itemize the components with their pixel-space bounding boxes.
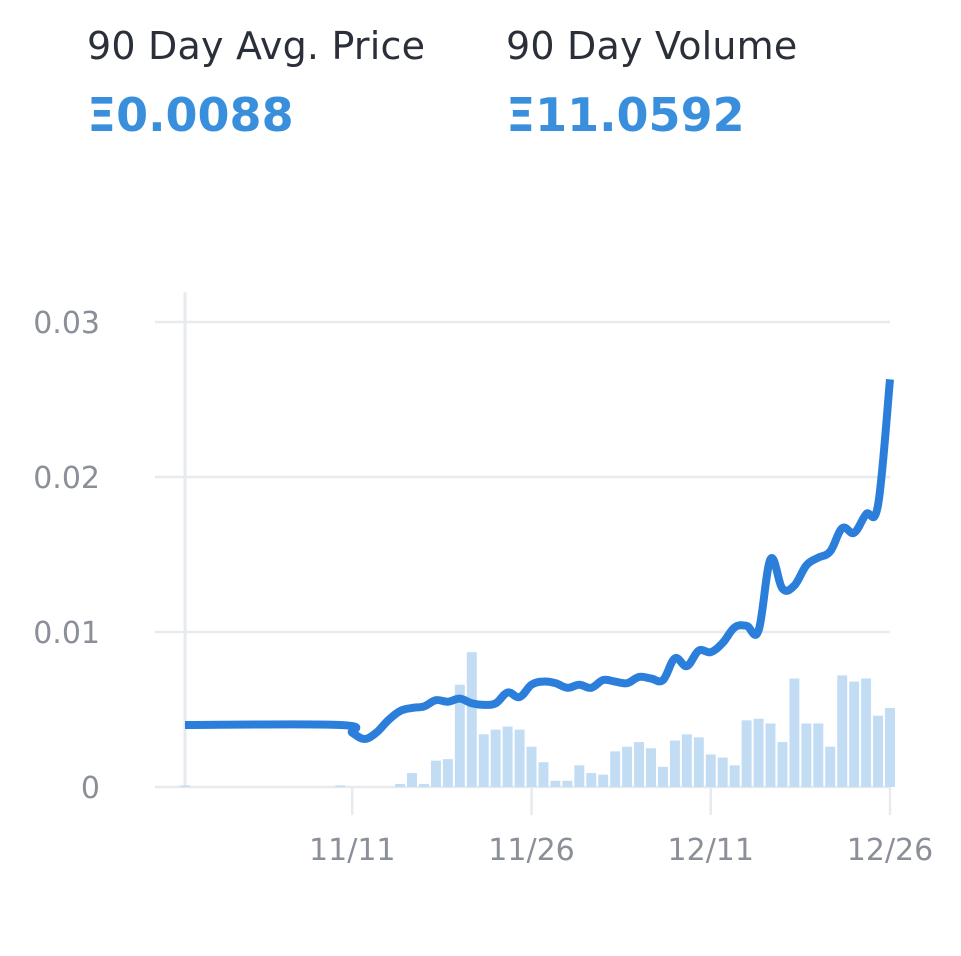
- tick-layer: 0 0.01 0.02 0.03 11/11 11/26 12/11 12/26: [33, 306, 933, 868]
- volume-bar: [657, 766, 668, 787]
- volume-bar: [574, 765, 585, 787]
- volume-bar: [765, 723, 776, 787]
- avg-price-value: Ξ0.0088: [87, 88, 294, 142]
- volume-bar: [729, 765, 740, 787]
- volume-bar: [442, 759, 453, 787]
- volume-bars: [180, 652, 895, 787]
- avg-price-label: 90 Day Avg. Price: [87, 24, 426, 68]
- volume-bar: [813, 723, 824, 787]
- volume-bar: [825, 746, 836, 787]
- volume-bar: [801, 723, 812, 787]
- y-tick-label: 0: [81, 771, 100, 806]
- volume-value: Ξ11.0592: [506, 88, 745, 142]
- volume-bar: [849, 681, 860, 787]
- x-tick-label: 12/26: [847, 833, 933, 868]
- volume-bar: [419, 783, 429, 787]
- y-tick-label: 0.01: [33, 616, 100, 651]
- volume-bar: [789, 678, 800, 787]
- volume-bar: [610, 751, 621, 787]
- volume-bar: [622, 746, 633, 787]
- volume-stat: 90 Day Volume Ξ11.0592: [506, 22, 797, 142]
- volume-bar: [717, 757, 728, 787]
- volume-bar: [430, 760, 441, 787]
- volume-bar: [538, 762, 549, 787]
- volume-bar: [693, 737, 704, 787]
- volume-bar: [180, 785, 190, 787]
- volume-bar: [705, 754, 716, 787]
- volume-bar: [562, 780, 573, 787]
- volume-bar: [502, 726, 513, 787]
- volume-bar: [395, 783, 406, 787]
- volume-bar: [681, 734, 692, 787]
- price-line: [184, 378, 894, 743]
- volume-bar: [514, 729, 525, 787]
- volume-bar: [407, 773, 418, 787]
- volume-bar: [550, 780, 561, 787]
- volume-bar: [490, 729, 501, 787]
- volume-bar: [478, 734, 489, 787]
- volume-bar: [837, 675, 848, 787]
- volume-bar: [753, 718, 764, 787]
- volume-bar: [873, 715, 884, 787]
- x-tick-label: 12/11: [668, 833, 754, 868]
- avg-price-stat: 90 Day Avg. Price Ξ0.0088: [87, 22, 425, 142]
- volume-label: 90 Day Volume: [506, 24, 798, 68]
- y-tick-label: 0.03: [33, 306, 100, 341]
- volume-bar: [646, 748, 656, 787]
- stats-header: 90 Day Avg. Price Ξ0.0088 90 Day Volume …: [0, 0, 961, 160]
- x-tick-label: 11/11: [309, 833, 395, 868]
- volume-bar: [466, 652, 477, 787]
- volume-bar: [454, 684, 465, 787]
- volume-bar: [598, 774, 609, 787]
- volume-bar: [526, 746, 537, 787]
- volume-bar: [885, 707, 895, 787]
- volume-bar: [741, 720, 752, 787]
- price-line-layer: [184, 378, 894, 743]
- x-tick-label: 11/26: [488, 833, 574, 868]
- volume-bar: [634, 742, 645, 787]
- volume-bar: [777, 742, 788, 787]
- volume-bar: [586, 773, 597, 787]
- y-tick-label: 0.02: [33, 461, 100, 496]
- volume-bar: [861, 678, 872, 787]
- volume-bar: [669, 740, 680, 787]
- volume-bar: [335, 785, 346, 787]
